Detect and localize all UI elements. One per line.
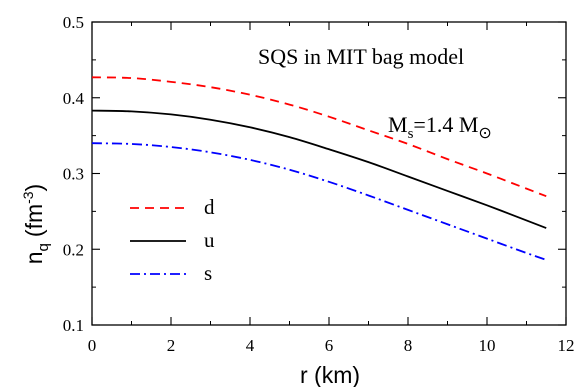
y-axis-label-close: ) bbox=[21, 184, 47, 192]
axis-ticks bbox=[91, 21, 567, 326]
y-tick-label: 0.4 bbox=[63, 89, 85, 108]
x-axis-label: r (km) bbox=[300, 362, 360, 387]
annotation-mass-sub: s bbox=[408, 126, 414, 142]
x-tick-label: 4 bbox=[246, 336, 255, 355]
y-axis-label-main: n bbox=[21, 251, 47, 264]
annotation-mass: Ms=1.4 M⊙ bbox=[388, 112, 492, 142]
x-tick-label: 10 bbox=[479, 336, 496, 355]
series-line-u bbox=[91, 109, 547, 229]
y-tick-label: 0.2 bbox=[63, 240, 84, 259]
y-tick-label: 0.3 bbox=[63, 165, 84, 184]
annotation-mass-value: =1.4 M bbox=[413, 112, 478, 137]
y-axis-label-exp: -3 bbox=[20, 191, 36, 204]
series-line-d bbox=[91, 76, 547, 198]
tick-labels: 0 2 4 6 8 10 12 0.1 0.2 0.3 0.4 0.5 bbox=[63, 13, 575, 355]
x-tick-label: 8 bbox=[404, 336, 413, 355]
legend-label-u: u bbox=[204, 228, 215, 252]
y-axis-label-unit: (fm bbox=[21, 204, 47, 237]
series-line-s bbox=[91, 142, 547, 261]
legend-label-s: s bbox=[204, 261, 212, 285]
y-axis-label: nq (fm-3) bbox=[20, 184, 52, 264]
annotation-title: SQS in MIT bag model bbox=[258, 44, 464, 69]
series-lines bbox=[91, 76, 547, 261]
x-tick-label: 0 bbox=[88, 336, 97, 355]
y-axis-label-sub: q bbox=[35, 243, 52, 251]
x-tick-label: 2 bbox=[167, 336, 176, 355]
legend: dus bbox=[130, 195, 215, 285]
x-tick-label: 6 bbox=[325, 336, 334, 355]
annotation-mass-symbol: ⊙ bbox=[478, 123, 491, 142]
x-tick-label: 12 bbox=[558, 336, 575, 355]
legend-label-d: d bbox=[204, 195, 215, 219]
annotation-mass-prefix: M bbox=[388, 112, 408, 137]
y-tick-label: 0.1 bbox=[63, 316, 84, 335]
y-tick-label: 0.5 bbox=[63, 13, 84, 32]
